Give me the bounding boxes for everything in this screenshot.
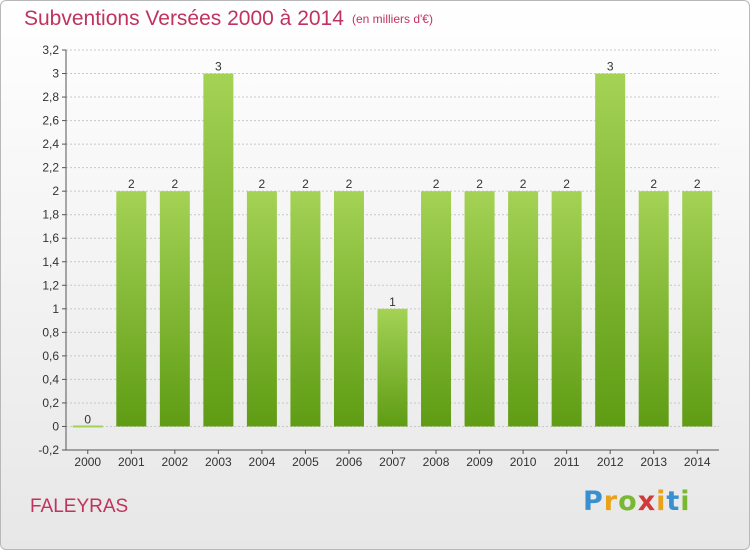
- y-tick-label: 2,4: [42, 137, 59, 151]
- x-tick-label: 2002: [161, 455, 188, 469]
- x-tick-label: 2001: [118, 455, 145, 469]
- x-tick-label: 2004: [249, 455, 276, 469]
- y-tick-label: 1,8: [42, 208, 59, 222]
- data-label: 1: [389, 295, 396, 309]
- y-tick-label: 1,6: [42, 231, 59, 245]
- x-tick-label: 2007: [379, 455, 406, 469]
- logo-letter: i: [656, 486, 667, 517]
- y-tick-label: 0,2: [42, 396, 59, 410]
- y-tick-label: 2,2: [42, 161, 59, 175]
- logo-letter: P: [583, 486, 604, 517]
- bar: [333, 191, 364, 427]
- bar: [464, 191, 495, 427]
- bar: [682, 191, 713, 427]
- x-tick-label: 2008: [423, 455, 450, 469]
- bar: [508, 191, 539, 427]
- data-label: 3: [215, 60, 222, 74]
- bar: [551, 191, 582, 427]
- logo-letter: i: [680, 486, 691, 517]
- commune-name: FALEYRAS: [30, 496, 129, 517]
- bar: [377, 308, 408, 427]
- data-label: 2: [563, 177, 570, 191]
- y-tick-label: 1,4: [42, 255, 59, 269]
- y-tick-label: -0,2: [38, 443, 59, 457]
- logo-letter: r: [603, 486, 619, 517]
- bar: [290, 191, 321, 427]
- bar: [159, 191, 190, 427]
- y-tick-label: 0,4: [42, 372, 59, 386]
- y-tick-label: 0,6: [42, 349, 59, 363]
- data-label: 2: [346, 177, 353, 191]
- data-label: 2: [476, 177, 483, 191]
- y-tick-label: 0,8: [42, 325, 59, 339]
- y-tick-label: 2,8: [42, 90, 59, 104]
- logo-letter: o: [618, 486, 638, 517]
- bar: [246, 191, 277, 427]
- data-label: 2: [302, 177, 309, 191]
- data-label: 2: [128, 177, 135, 191]
- logo-letter: x: [637, 486, 657, 517]
- bar: [638, 191, 669, 427]
- x-tick-label: 2014: [684, 455, 711, 469]
- bar: [72, 425, 103, 428]
- x-tick-label: 2000: [74, 455, 101, 469]
- y-tick-label: 3,2: [42, 43, 59, 57]
- chart-unit: (en milliers d'€): [352, 12, 433, 26]
- proxiti-logo: Proxiti: [583, 486, 691, 517]
- x-tick-label: 2010: [510, 455, 537, 469]
- logo-letter: t: [666, 486, 681, 517]
- data-label: 2: [259, 177, 266, 191]
- data-label: 2: [520, 177, 527, 191]
- data-label: 2: [433, 177, 440, 191]
- data-label: 2: [694, 177, 701, 191]
- bar: [116, 191, 147, 427]
- data-label: 3: [607, 60, 614, 74]
- bar: [421, 191, 452, 427]
- x-tick-label: 2009: [466, 455, 493, 469]
- x-tick-label: 2005: [292, 455, 319, 469]
- y-tick-label: 2,6: [42, 114, 59, 128]
- data-label: 2: [171, 177, 178, 191]
- data-label: 0: [84, 412, 91, 426]
- bar: [203, 73, 234, 427]
- x-tick-label: 2003: [205, 455, 232, 469]
- x-tick-label: 2012: [597, 455, 624, 469]
- y-tick-label: 0: [52, 419, 59, 433]
- x-tick-label: 2011: [554, 455, 580, 469]
- y-tick-label: 2: [52, 184, 59, 198]
- bar: [595, 73, 626, 427]
- y-tick-label: 3: [52, 67, 59, 81]
- y-tick-label: 1: [52, 302, 59, 316]
- x-tick-label: 2013: [640, 455, 667, 469]
- data-label: 2: [650, 177, 657, 191]
- x-tick-label: 2006: [336, 455, 363, 469]
- y-tick-label: 1,2: [42, 278, 59, 292]
- chart-title: Subventions Versées 2000 à 2014: [24, 7, 344, 30]
